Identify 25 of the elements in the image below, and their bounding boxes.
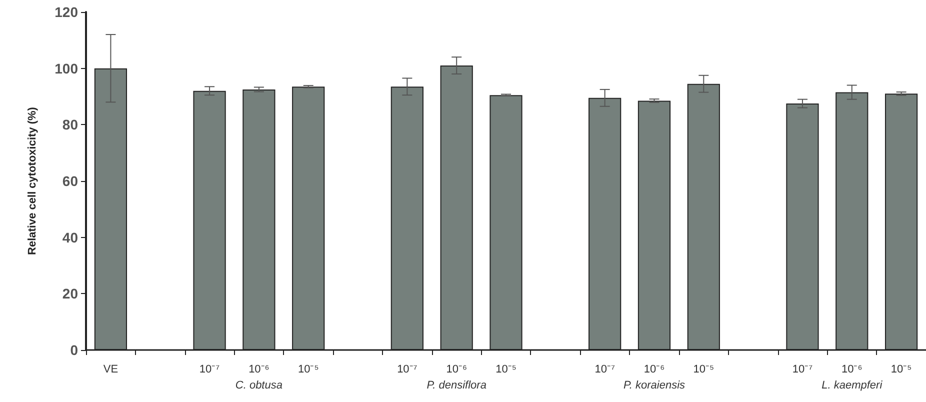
x-tick-label: 10⁻⁷ [594,364,615,376]
text: P. densiflora [426,380,486,392]
x-tick-label: 10⁻⁷ [199,364,220,376]
y-tick-label: 40 [62,229,78,246]
x-tick-label: 10⁻⁵ [693,364,714,376]
y-tick-label: 60 [62,173,78,189]
x-tick-label: 10⁻⁶ [842,364,862,376]
x-tick-label: 10⁻⁵ [890,364,912,376]
y-tick-label: 0 [70,342,78,358]
x-tick-label: VE [103,364,118,376]
x-tick-label: 10⁻⁶ [248,364,270,376]
x-tick-label: 10⁻⁷ [792,364,813,376]
x-tick-label: 10⁻⁶ [446,364,467,376]
text: C. obtusa [235,380,282,392]
y-axis-title: Relative cell cytotoxicity (%) [26,106,38,255]
y-tick-label: 120 [54,4,78,20]
y-tick-label: 100 [54,60,78,76]
x-tick-label: 10⁻⁵ [496,364,516,376]
y-tick-label: 80 [62,116,78,133]
x-tick-label: 10⁻⁶ [644,364,665,376]
y-tick-label: 20 [62,286,78,302]
x-tick-label: 10⁻⁷ [397,364,418,376]
text: P. koraiensis [623,380,686,392]
text: L. kaempferi [822,380,883,392]
x-tick-label: 10⁻⁵ [298,364,319,376]
